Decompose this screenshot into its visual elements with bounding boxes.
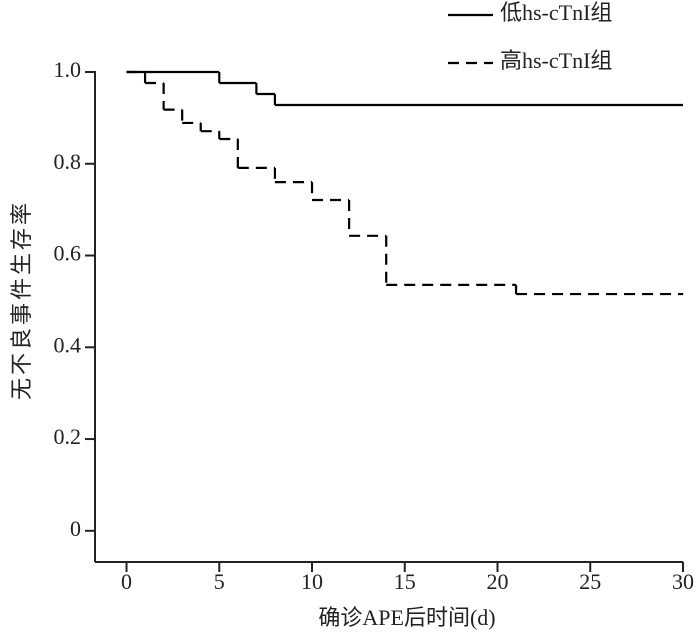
legend-label: 低hs-cTnI组 [500,0,612,25]
y-tick-label: 1.0 [54,57,82,82]
x-tick-label: 0 [121,569,132,594]
y-tick-label: 0 [70,516,81,541]
x-tick-label: 30 [672,569,694,594]
x-tick-label: 10 [301,569,323,594]
y-tick-label: 0.2 [54,424,82,449]
y-tick-label: 0.8 [54,149,82,174]
y-tick-label: 0.4 [54,332,82,357]
y-axis-label: 无不良事件生存率 [9,200,34,400]
x-axis-label: 确诊APE后时间(d) [318,605,495,630]
y-tick-label: 0.6 [54,241,82,266]
x-tick-label: 5 [214,569,225,594]
legend-label: 高hs-cTnI组 [500,48,612,73]
x-tick-label: 25 [579,569,601,594]
x-tick-label: 20 [487,569,509,594]
x-tick-label: 15 [394,569,416,594]
